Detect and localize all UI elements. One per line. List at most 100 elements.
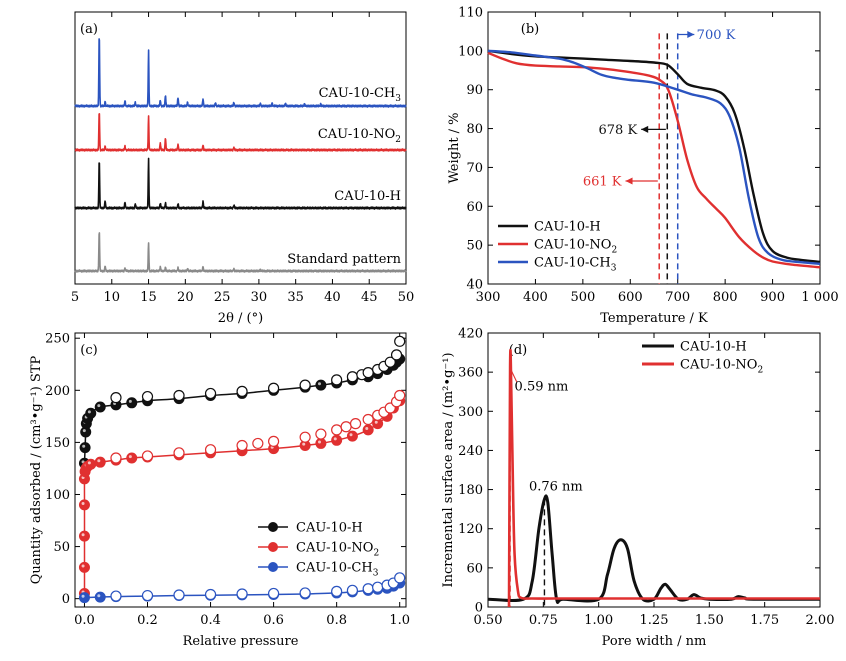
xrd-series-label-main: CAU-10-CH <box>319 86 396 101</box>
tga-ytick-label: 80 <box>466 122 483 137</box>
psd-legend-label: CAU-10-NO2 <box>680 358 763 376</box>
iso-point <box>78 561 90 573</box>
psd-panel-label: (d) <box>509 343 527 358</box>
xrd-panel-label: (a) <box>80 22 98 37</box>
xrd-xtick-label: 35 <box>287 290 304 305</box>
iso-x-axis-title: Relative pressure <box>183 634 299 649</box>
iso-point-highlight <box>317 382 321 386</box>
psd-legend-label-main: CAU-10-NO <box>680 358 757 373</box>
iso-ytick-label: 200 <box>45 384 70 399</box>
tga-legend-label: CAU-10-CH3 <box>534 256 617 274</box>
psd-ytick-label: 0 <box>475 601 483 616</box>
iso-point-highlight <box>81 594 85 598</box>
iso-point-highlight <box>333 437 337 441</box>
psd-curve <box>507 348 820 608</box>
iso-legend-label-main: CAU-10-H <box>296 521 363 536</box>
xrd-series-label-subscript: 3 <box>395 94 401 104</box>
tga-ytick-label: 70 <box>466 161 483 176</box>
tga-annotation-arrowhead <box>641 125 649 133</box>
iso-point-highlight <box>87 410 91 414</box>
iso-legend-label-subscript: 2 <box>373 549 379 559</box>
psd-ytick-label: 300 <box>458 405 483 420</box>
xrd-pattern-line <box>74 38 407 108</box>
tga-xtick-label: 900 <box>760 290 785 305</box>
iso-point <box>126 397 138 409</box>
iso-point-highlight <box>365 426 369 430</box>
iso-point <box>173 389 185 402</box>
xrd-series-label: CAU-10-CH3 <box>319 86 402 104</box>
iso-point-highlight <box>87 461 91 465</box>
tga-curve <box>487 51 821 269</box>
xrd-xtick-label: 10 <box>104 290 121 305</box>
psd-xtick-label: 1.00 <box>584 613 613 628</box>
iso-legend-label: CAU-10-CH3 <box>296 561 379 579</box>
iso-xtick-label: 0.0 <box>74 613 95 628</box>
psd-xtick-label: 1.75 <box>750 613 779 628</box>
psd-ytick-label: 240 <box>458 444 483 459</box>
psd-xtick-label: 2.00 <box>806 613 835 628</box>
iso-point <box>204 588 217 601</box>
iso-point <box>394 572 406 584</box>
iso-point <box>268 587 280 600</box>
tga-x-axis-title: Temperature / K <box>600 311 708 326</box>
tga-frame <box>487 11 821 285</box>
iso-point <box>340 421 352 433</box>
iso-point <box>362 583 374 595</box>
xrd-series-label: CAU-10-H <box>334 189 401 204</box>
iso-point <box>362 366 374 379</box>
iso-point <box>384 356 396 368</box>
tga-xtick-label: 300 <box>476 290 501 305</box>
tga-xtick-label: 700 <box>665 290 690 305</box>
iso-point <box>173 589 185 601</box>
psd-ytick-label: 180 <box>458 483 483 498</box>
tga-legend-label-main: CAU-10-NO <box>534 238 611 253</box>
iso-ytick-label: 0 <box>62 592 70 607</box>
iso-point-highlight <box>97 459 101 463</box>
tga-xtick-label: 500 <box>570 290 595 305</box>
xrd-pattern-line <box>74 113 407 152</box>
iso-point <box>110 590 122 602</box>
iso-point <box>110 452 122 464</box>
tga-annotation-label: 678 K <box>599 123 638 138</box>
tga-ytick-label: 60 <box>466 200 483 215</box>
iso-point-highlight <box>349 433 353 437</box>
xrd-xtick-label: 45 <box>361 290 378 305</box>
iso-point <box>236 385 248 397</box>
iso-point-highlight <box>374 420 378 424</box>
tga-legend-label-main: CAU-10-CH <box>534 256 611 271</box>
tga-panel-label: (b) <box>521 22 539 37</box>
iso-point <box>346 584 359 596</box>
iso-point <box>315 437 327 449</box>
iso-point <box>78 499 90 511</box>
iso-point-highlight <box>317 440 321 444</box>
iso-point-highlight <box>81 502 85 506</box>
xrd-xtick-label: 25 <box>214 290 231 305</box>
iso-xtick-label: 0.2 <box>137 613 158 628</box>
iso-legend-label-main: CAU-10-CH <box>296 561 373 576</box>
iso-point <box>79 442 91 454</box>
tga-ytick-label: 110 <box>458 6 483 21</box>
tga-ytick-label: 90 <box>466 83 483 98</box>
iso-point <box>346 430 358 442</box>
iso-point <box>299 431 311 443</box>
iso-point <box>204 387 217 400</box>
iso-point <box>362 413 374 426</box>
iso-xtick-label: 0.6 <box>263 613 284 628</box>
tga-annotation-arrowhead <box>687 31 695 39</box>
psd-curve <box>487 494 821 604</box>
psd-annotation-label: 0.59 nm <box>515 379 569 394</box>
iso-point <box>85 407 97 419</box>
iso-point <box>331 374 343 386</box>
psd-legend-label: CAU-10-H <box>680 340 747 355</box>
tga-ytick-label: 40 <box>466 278 483 293</box>
xrd-series-label-main: CAU-10-H <box>334 189 401 204</box>
iso-point <box>346 371 359 383</box>
xrd-xtick-label: 40 <box>324 290 341 305</box>
iso-ytick-label: 150 <box>45 436 70 451</box>
iso-point <box>349 418 362 430</box>
xrd-frame <box>74 11 407 285</box>
iso-legend-label: CAU-10-H <box>296 521 363 536</box>
iso-point <box>331 434 343 446</box>
tga-legend-label: CAU-10-NO2 <box>534 238 617 256</box>
psd-xtick-label: 1.25 <box>640 613 669 628</box>
